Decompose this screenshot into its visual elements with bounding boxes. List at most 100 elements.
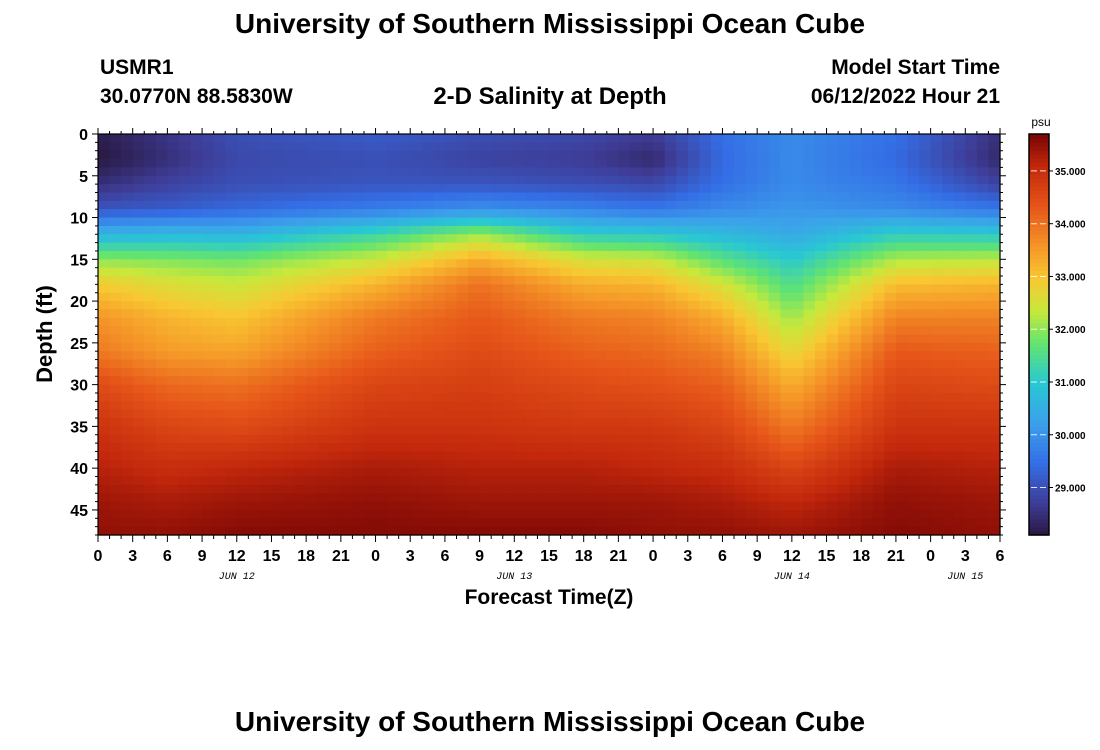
heatmap-cell (976, 476, 990, 486)
heatmap-cell (109, 418, 122, 427)
heatmap-cell (248, 142, 261, 152)
x-tick-label: 9 (753, 548, 762, 565)
heatmap-cell (271, 342, 284, 352)
heatmap-cell (329, 509, 342, 519)
heatmap-cell (132, 342, 145, 352)
heatmap-cell (930, 167, 943, 177)
heatmap-cell (976, 250, 990, 260)
heatmap-cell (942, 225, 955, 235)
heatmap-cell (167, 359, 180, 369)
heatmap-cell (421, 359, 434, 369)
heatmap-cell (976, 484, 990, 494)
heatmap-cell (190, 526, 203, 536)
heatmap-cell (653, 484, 666, 494)
heatmap-cell (653, 526, 666, 536)
heatmap-cell (849, 184, 862, 194)
heatmap-cell (479, 192, 492, 202)
heatmap-cell (549, 443, 562, 453)
heatmap-cell (190, 167, 203, 177)
heatmap-cell (629, 217, 643, 227)
heatmap-cell (375, 326, 388, 336)
heatmap-cell (271, 242, 284, 252)
heatmap-cell (525, 426, 539, 436)
heatmap-cell (329, 351, 342, 361)
heatmap-cell (155, 242, 168, 252)
heatmap-cell (757, 250, 770, 260)
heatmap-cell (757, 225, 770, 235)
heatmap-cell (329, 167, 342, 177)
heatmap-cell (491, 150, 504, 160)
heatmap-cell (132, 434, 145, 444)
x-tick-label: 6 (440, 548, 449, 565)
heatmap-cell (317, 326, 330, 336)
heatmap-cell (919, 334, 932, 344)
heatmap-cell (976, 259, 990, 269)
heatmap-cell (410, 192, 423, 202)
heatmap-cell (306, 234, 319, 244)
heatmap-cell (514, 134, 527, 143)
heatmap-cell (479, 426, 492, 436)
heatmap-cell (907, 342, 920, 352)
heatmap-cell (468, 526, 481, 536)
heatmap-cell (930, 175, 943, 185)
heatmap-cell (907, 267, 920, 277)
heatmap-cell (444, 359, 458, 369)
heatmap-cell (872, 518, 885, 528)
colorbar-segment (1029, 374, 1049, 380)
heatmap-cell (155, 426, 168, 436)
heatmap-cell (583, 484, 596, 494)
heatmap-cell (595, 267, 608, 277)
heatmap-cell (976, 509, 990, 519)
heatmap-cell (352, 418, 365, 427)
heatmap-cell (791, 242, 805, 252)
heatmap-cell (618, 159, 631, 169)
heatmap-cell (202, 459, 215, 469)
heatmap-cell (155, 134, 168, 143)
heatmap-cell (491, 409, 504, 419)
colorbar-frame (1028, 133, 1050, 536)
heatmap-cell (919, 484, 932, 494)
heatmap-cell (514, 267, 527, 277)
x-tick-label: 21 (887, 548, 905, 565)
heatmap-cell (791, 392, 805, 402)
heatmap-cell (225, 259, 238, 269)
heatmap-cell (363, 276, 377, 285)
heatmap-cell (155, 359, 168, 369)
heatmap-cell (352, 434, 365, 444)
heatmap-cell (421, 134, 434, 143)
heatmap-cell (907, 459, 920, 469)
heatmap-cell (317, 150, 330, 160)
heatmap-cell (641, 200, 654, 210)
colorbar-segment (1029, 518, 1049, 524)
heatmap-cell (468, 142, 481, 152)
heatmap-cell (861, 309, 874, 319)
heatmap-cell (132, 459, 145, 469)
heatmap-cell (144, 284, 157, 294)
heatmap-cell (190, 301, 203, 311)
heatmap-cell (456, 409, 469, 419)
heatmap-cell (976, 409, 990, 419)
heatmap-cell (757, 175, 770, 185)
heatmap-cell (213, 359, 226, 369)
heatmap-cell (595, 493, 608, 503)
heatmap-cell (965, 134, 978, 143)
heatmap-cell (629, 292, 643, 302)
heatmap-cell (502, 359, 515, 369)
heatmap-cell (907, 184, 920, 194)
heatmap-cell (618, 509, 631, 519)
heatmap-cell (884, 468, 897, 478)
heatmap-cell (155, 167, 168, 177)
heatmap-cell (271, 217, 284, 227)
heatmap-cell (549, 326, 562, 336)
heatmap-cell (178, 134, 192, 143)
heatmap-cell (814, 376, 828, 386)
heatmap-cell (236, 526, 249, 536)
heatmap-cell (895, 267, 909, 277)
heatmap-cell (722, 250, 735, 260)
colorbar-segment (1029, 502, 1049, 508)
heatmap-cell (271, 250, 284, 260)
heatmap-cell (306, 434, 319, 444)
heatmap-cell (398, 468, 411, 478)
heatmap-cell (953, 484, 966, 494)
heatmap-cell (271, 200, 284, 210)
